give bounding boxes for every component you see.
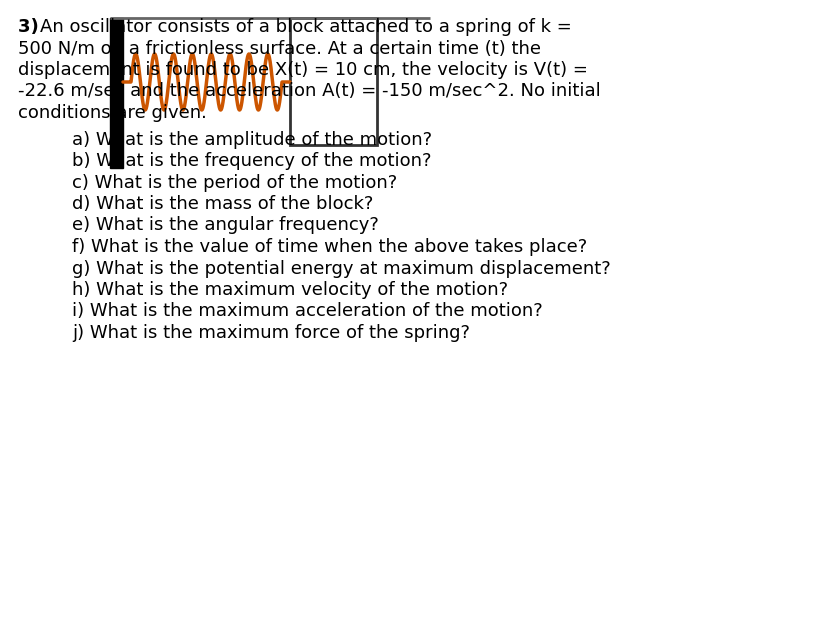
Bar (110, 18, 123, 168)
Text: d) What is the mass of the block?: d) What is the mass of the block? (72, 195, 373, 213)
Text: a) What is the amplitude of the motion?: a) What is the amplitude of the motion? (72, 131, 432, 149)
Text: An oscillator consists of a block attached to a spring of k =: An oscillator consists of a block attach… (40, 18, 571, 36)
Text: b) What is the frequency of the motion?: b) What is the frequency of the motion? (72, 152, 431, 170)
Text: h) What is the maximum velocity of the motion?: h) What is the maximum velocity of the m… (72, 281, 508, 299)
Text: g) What is the potential energy at maximum displacement?: g) What is the potential energy at maxim… (72, 260, 610, 278)
Text: e) What is the angular frequency?: e) What is the angular frequency? (72, 216, 379, 235)
Text: 500 N/m on a frictionless surface. At a certain time (t) the: 500 N/m on a frictionless surface. At a … (18, 40, 540, 57)
Text: c) What is the period of the motion?: c) What is the period of the motion? (72, 174, 397, 191)
Text: j) What is the maximum force of the spring?: j) What is the maximum force of the spri… (72, 324, 470, 342)
Text: 3): 3) (18, 18, 45, 36)
Text: f) What is the value of time when the above takes place?: f) What is the value of time when the ab… (72, 238, 586, 256)
Bar (289, 18, 376, 145)
Text: -22.6 m/sec and the acceleration A(t) = -150 m/sec^2. No initial: -22.6 m/sec and the acceleration A(t) = … (18, 82, 600, 101)
Text: conditions are given.: conditions are given. (18, 104, 207, 122)
Text: i) What is the maximum acceleration of the motion?: i) What is the maximum acceleration of t… (72, 302, 542, 320)
Text: displacement is found to be X(t) = 10 cm, the velocity is V(t) =: displacement is found to be X(t) = 10 cm… (18, 61, 587, 79)
